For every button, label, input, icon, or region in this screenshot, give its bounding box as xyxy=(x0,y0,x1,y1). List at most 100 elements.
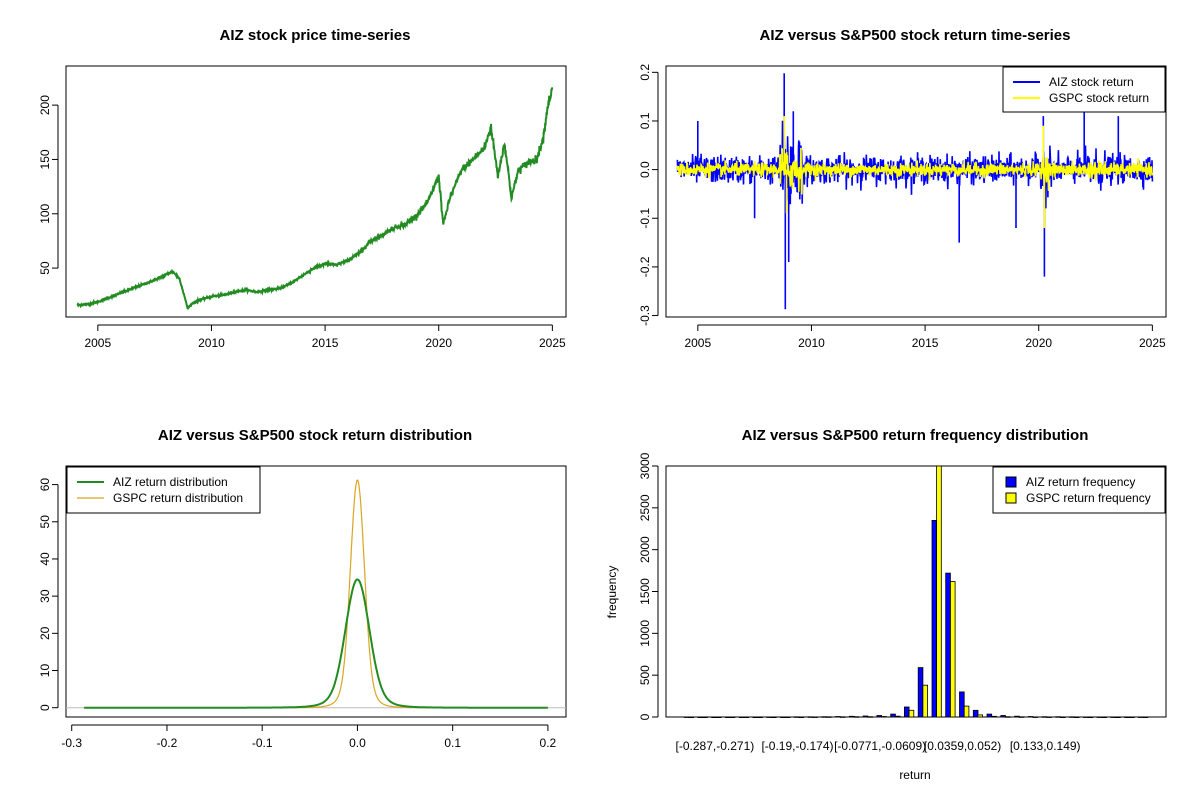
gspc-frequency-bar xyxy=(1129,716,1135,719)
legend-box xyxy=(1002,66,1166,113)
aiz-frequency-bar xyxy=(945,572,951,718)
aiz-frequency-bar xyxy=(711,716,717,719)
aiz-frequency-bar xyxy=(683,716,690,718)
gspc-frequency-bar xyxy=(1087,716,1094,719)
aiz-frequency-bar xyxy=(835,716,841,718)
gspc-frequency-bar xyxy=(1005,716,1011,718)
gspc-frequency-bar xyxy=(743,716,750,719)
gspc-frequency-bar xyxy=(950,581,956,718)
legend-label-aiz: AIZ return frequency xyxy=(1026,475,1135,489)
gspc-frequency-bar xyxy=(908,709,915,718)
x-tick-label: 2015 xyxy=(312,336,339,350)
y-tick-label: -0.3 xyxy=(638,305,652,326)
aiz-frequency-bar xyxy=(1055,716,1061,718)
legend-label-aiz: AIZ return distribution xyxy=(113,475,228,489)
legend-box xyxy=(992,466,1166,514)
y-tick-label: 500 xyxy=(638,665,652,685)
aiz-frequency-bar xyxy=(807,716,814,718)
gspc-return-series xyxy=(676,116,1154,228)
gspc-frequency-bar xyxy=(963,705,970,718)
aiz-frequency-bar xyxy=(890,713,896,718)
aiz-frequency-bar xyxy=(738,716,745,719)
gspc-frequency-bar xyxy=(1018,716,1025,718)
aiz-frequency-bar xyxy=(917,667,924,718)
aiz-frequency-bar xyxy=(821,716,827,718)
y-tick-label: 1000 xyxy=(638,620,652,647)
gspc-frequency-bar xyxy=(826,716,832,718)
x-tick-label: 0.2 xyxy=(540,736,557,750)
gspc-frequency-bar xyxy=(812,716,818,718)
y-tick-label: 0.0 xyxy=(638,161,652,178)
aiz-frequency-bar xyxy=(959,691,965,718)
aiz-frequency-bar xyxy=(793,716,800,718)
gspc-frequency-bar xyxy=(1101,716,1107,719)
aiz-frequency-bar xyxy=(876,715,883,718)
y-tick-label: 0.2 xyxy=(638,64,652,81)
frequency-legend: AIZ return frequency GSPC return frequen… xyxy=(992,466,1166,514)
x-tick-label: 2005 xyxy=(84,336,111,350)
legend-swatch-gspc xyxy=(1005,492,1017,504)
aiz-frequency-bar xyxy=(725,716,731,719)
gspc-frequency-bar xyxy=(1142,716,1149,719)
legend-label-gspc: GSPC return frequency xyxy=(1026,491,1151,505)
gspc-frequency-bar xyxy=(771,716,777,719)
gspc-frequency-bar xyxy=(867,716,873,718)
x-tick-label: [-0.0771,-0.0609) xyxy=(834,739,926,753)
aiz-frequency-bar xyxy=(697,716,704,719)
frequency-chart-title: AIZ versus S&P500 return frequency distr… xyxy=(742,427,1089,444)
return-timeseries-title: AIZ versus S&P500 stock return time-seri… xyxy=(760,27,1071,44)
price-plot-frame xyxy=(65,65,567,318)
aiz-frequency-bar xyxy=(1110,716,1117,718)
x-tick-label: 2010 xyxy=(198,336,225,350)
gspc-frequency-bar xyxy=(991,715,997,718)
return-density-y-axis: 0 10 20 30 40 50 60 xyxy=(38,478,59,711)
x-tick-label: 2020 xyxy=(1025,336,1052,350)
price-chart: AIZ stock price time-series 2005 2010 2015… xyxy=(38,27,567,350)
aiz-density-curve xyxy=(84,578,548,709)
y-tick-label: 3000 xyxy=(638,452,652,479)
gspc-frequency-bar xyxy=(977,714,984,718)
x-tick-label: 2015 xyxy=(912,336,939,350)
legend-swatch-aiz xyxy=(1005,476,1017,488)
return-timeseries-y-axis: -0.3 -0.2 -0.1 0.0 0.1 0.2 xyxy=(638,64,659,326)
y-tick-label: 50 xyxy=(38,261,52,275)
y-tick-label: 0.1 xyxy=(638,112,652,129)
x-tick-label: 2005 xyxy=(684,336,711,350)
x-tick-label: -0.2 xyxy=(157,736,178,750)
return-timeseries-legend: AIZ stock return GSPC stock return xyxy=(1002,66,1166,113)
legend-label-gspc: GSPC stock return xyxy=(1049,91,1149,105)
aiz-frequency-bar xyxy=(780,716,786,719)
legend-label-aiz: AIZ stock return xyxy=(1049,75,1134,89)
y-tick-label: 10 xyxy=(38,664,52,678)
y-tick-label: 30 xyxy=(38,589,52,603)
x-tick-label: 2010 xyxy=(798,336,825,350)
price-y-axis: 50 100 150 200 xyxy=(38,95,59,275)
frequency-bars xyxy=(683,465,1149,719)
return-density-chart: AIZ versus S&P500 stock return distribut… xyxy=(38,427,567,750)
aiz-frequency-bar xyxy=(986,713,993,718)
aiz-frequency-bar xyxy=(1027,716,1034,718)
y-tick-label: 40 xyxy=(38,552,52,566)
gspc-frequency-bar xyxy=(729,716,736,719)
gspc-frequency-bar xyxy=(881,716,887,718)
gspc-frequency-bar xyxy=(1046,716,1052,718)
frequency-x-axis: [-0.287,-0.271) [-0.19,-0.174) [-0.0771,-0… xyxy=(676,739,1081,753)
gspc-frequency-bar xyxy=(922,684,929,718)
price-chart-title: AIZ stock price time-series xyxy=(220,27,411,44)
y-tick-label: 150 xyxy=(38,149,52,169)
gspc-frequency-bar xyxy=(716,716,722,719)
y-tick-label: 100 xyxy=(38,203,52,223)
gspc-frequency-bar xyxy=(1115,716,1121,719)
aiz-frequency-bar xyxy=(931,520,938,718)
x-tick-label: [0.0359,0.052) xyxy=(924,739,1001,753)
aiz-frequency-bar xyxy=(1000,715,1006,718)
gspc-frequency-bar xyxy=(1060,716,1066,719)
legend-label-gspc: GSPC return distribution xyxy=(113,491,243,505)
frequency-y-axis: 0 500 1000 1500 2000 2500 3000 xyxy=(638,452,659,720)
aiz-frequency-bar xyxy=(766,716,772,718)
x-tick-label: 0.1 xyxy=(444,736,461,750)
aiz-frequency-bar xyxy=(752,716,759,719)
gspc-frequency-bar xyxy=(1032,716,1039,718)
x-tick-label: [-0.19,-0.174) xyxy=(761,739,833,753)
